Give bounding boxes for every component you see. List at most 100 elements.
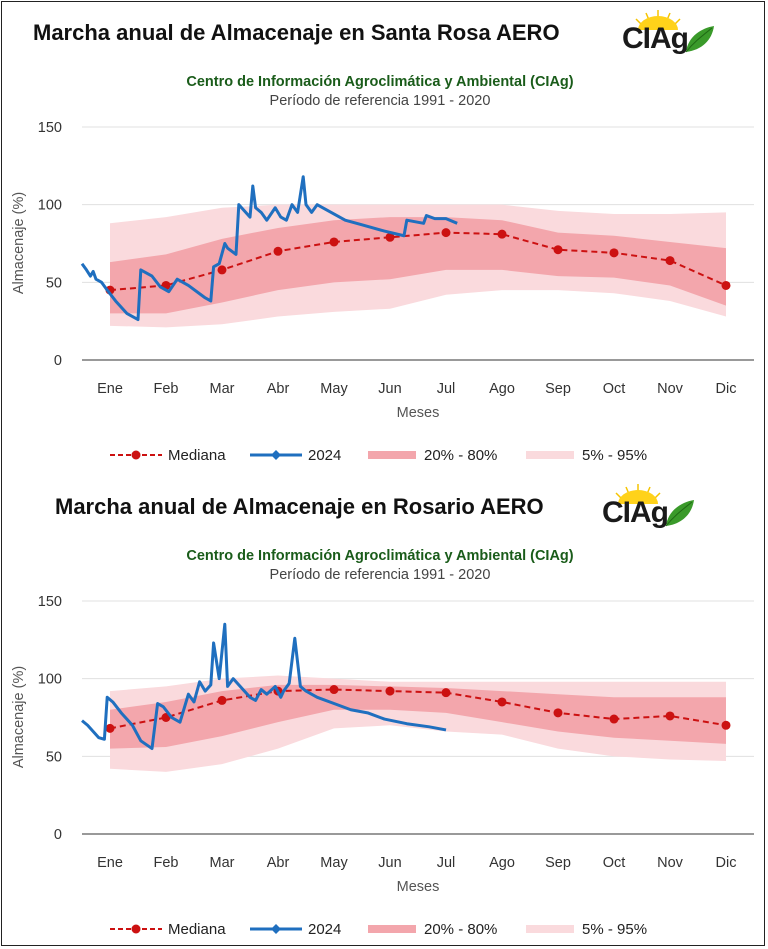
- x-tick-label-Dic: Dic: [716, 381, 737, 397]
- median-point-Dic: [721, 720, 731, 730]
- logo-text: CIAg: [602, 496, 669, 529]
- legend-item-median: Mediana: [108, 918, 226, 940]
- chart-title: Marcha anual de Almacenaje en Santa Rosa…: [33, 20, 560, 45]
- legend-median-swatch: [110, 924, 162, 934]
- legend-median-label: Mediana: [168, 920, 226, 938]
- legend-item-20-80: 20% - 80%: [368, 444, 497, 466]
- legend-20-80-swatch: [368, 451, 416, 459]
- y-tick-label: 50: [46, 749, 62, 765]
- x-tick-label-Feb: Feb: [154, 381, 179, 397]
- chart-subtitle: Centro de Información Agroclimática y Am…: [186, 74, 574, 90]
- x-tick-label-Nov: Nov: [657, 381, 684, 397]
- median-point-Sep: [553, 708, 563, 718]
- x-tick-label-Ago: Ago: [489, 855, 515, 871]
- x-axis-label: Meses: [397, 879, 440, 895]
- y-tick-label: 50: [46, 275, 62, 291]
- median-point-Oct: [609, 248, 619, 258]
- y-tick-label: 100: [38, 672, 62, 688]
- x-tick-label-May: May: [320, 855, 348, 871]
- legend-2024-label: 2024: [308, 920, 342, 938]
- chart-legend: Mediana 2024 20% - 80% 5% - 95%: [100, 444, 700, 466]
- median-point-Abr: [273, 246, 283, 256]
- legend-item-5-95: 5% - 95%: [526, 918, 647, 940]
- chart-legend: Mediana 2024 20% - 80% 5% - 95%: [100, 918, 700, 940]
- sun-leaf-icon: [615, 484, 694, 527]
- band-20-80: [110, 684, 726, 749]
- median-point-Nov: [665, 711, 675, 721]
- y-tick-label: 150: [38, 120, 62, 136]
- median-point-Jul: [441, 228, 451, 238]
- legend-2024-swatch: [250, 450, 302, 460]
- legend-20-80-swatch: [368, 925, 416, 933]
- logo-text: CIAg: [622, 22, 689, 55]
- reference-period: Período de referencia 1991 - 2020: [269, 567, 491, 583]
- median-point-Jun: [385, 686, 395, 696]
- reference-period: Período de referencia 1991 - 2020: [269, 93, 491, 109]
- x-tick-label-Dic: Dic: [716, 855, 737, 871]
- legend-item-median: Mediana: [108, 444, 226, 466]
- median-point-Dic: [721, 280, 731, 290]
- x-tick-label-Mar: Mar: [210, 855, 235, 871]
- median-point-Ago: [497, 229, 507, 239]
- x-tick-label-Jun: Jun: [378, 381, 401, 397]
- band-20-80: [110, 217, 726, 314]
- chart-rosario: 0 50 100 150 Ene Feb Mar Abr May Jun Jul Ago Sep Oct N…: [11, 594, 754, 895]
- x-tick-label-Nov: Nov: [657, 855, 684, 871]
- legend-item-20-80: 20% - 80%: [368, 918, 497, 940]
- chart-panel-santa-rosa: Marcha anual de Almacenaje en Santa Rosa…: [0, 0, 768, 474]
- x-tick-label-Sep: Sep: [545, 381, 571, 397]
- legend-5-95-swatch: [526, 451, 574, 459]
- chart-subtitle: Centro de Información Agroclimática y Am…: [186, 548, 574, 564]
- median-point-May: [329, 685, 339, 695]
- y-tick-label: 0: [54, 353, 62, 369]
- chart-title: Marcha anual de Almacenaje en Rosario AE…: [55, 494, 544, 519]
- y-tick-label: 100: [38, 198, 62, 214]
- median-point-Oct: [609, 714, 619, 724]
- legend-2024-swatch: [250, 924, 302, 934]
- x-tick-label-Abr: Abr: [267, 855, 290, 871]
- chart-santa-rosa: 0 50 100 150 Ene Feb Mar Abr May Jun Jul Ago Sep Oct N…: [11, 120, 754, 421]
- x-tick-label-Jul: Jul: [437, 855, 456, 871]
- legend-item-2024: 2024: [248, 918, 341, 940]
- y-tick-label: 0: [54, 827, 62, 843]
- x-tick-label-Mar: Mar: [210, 381, 235, 397]
- x-axis-label: Meses: [397, 405, 440, 421]
- median-point-Mar: [217, 695, 227, 705]
- legend-20-80-label: 20% - 80%: [424, 920, 498, 938]
- x-tick-label-Ene: Ene: [97, 855, 123, 871]
- legend-5-95-label: 5% - 95%: [582, 446, 648, 464]
- x-tick-label-Abr: Abr: [267, 381, 290, 397]
- x-tick-label-Jun: Jun: [378, 855, 401, 871]
- x-tick-label-Ago: Ago: [489, 381, 515, 397]
- sun-leaf-icon: [635, 10, 714, 53]
- series-2024-line: [81, 622, 447, 751]
- chart-panel-rosario: Marcha anual de Almacenaje en Rosario AE…: [0, 474, 768, 948]
- legend-5-95-swatch: [526, 925, 574, 933]
- median-point-Ene: [105, 723, 115, 733]
- median-line: [109, 688, 727, 730]
- y-tick-label: 150: [38, 594, 62, 610]
- median-point-Sep: [553, 245, 563, 255]
- legend-item-5-95: 5% - 95%: [526, 444, 647, 466]
- legend-20-80-label: 20% - 80%: [424, 446, 498, 464]
- median-point-Jul: [441, 688, 451, 698]
- x-tick-label-Oct: Oct: [603, 855, 626, 871]
- x-tick-label-May: May: [320, 381, 348, 397]
- legend-median-label: Mediana: [168, 446, 226, 464]
- median-point-Ago: [497, 697, 507, 707]
- x-tick-label-Jul: Jul: [437, 381, 456, 397]
- median-point-Jun: [385, 232, 395, 242]
- y-axis-label: Almacenaje (%): [11, 192, 27, 294]
- x-tick-label-Sep: Sep: [545, 855, 571, 871]
- x-tick-label-Ene: Ene: [97, 381, 123, 397]
- y-axis-label: Almacenaje (%): [11, 666, 27, 768]
- legend-5-95-label: 5% - 95%: [582, 920, 648, 938]
- x-tick-label-Feb: Feb: [154, 855, 179, 871]
- series-2024-line: [80, 175, 458, 322]
- x-tick-label-Oct: Oct: [603, 381, 626, 397]
- median-point-Nov: [665, 256, 675, 266]
- legend-item-2024: 2024: [248, 444, 341, 466]
- median-point-May: [329, 237, 339, 247]
- legend-2024-label: 2024: [308, 446, 342, 464]
